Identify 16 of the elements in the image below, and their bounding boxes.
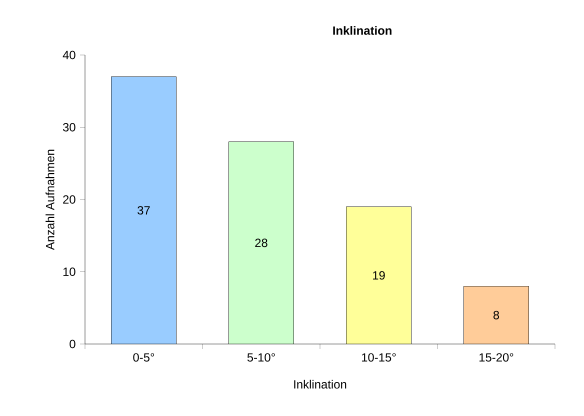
x-tick-label: 0-5°	[133, 353, 154, 362]
data-label: 28	[255, 238, 268, 248]
chart-title: Inklination	[333, 26, 392, 35]
y-tick-label: 0	[70, 340, 76, 348]
data-label: 19	[373, 271, 385, 280]
x-tick-label: 15-20°	[479, 353, 514, 362]
y-tick-label: 40	[62, 50, 76, 60]
y-tick-label: 10	[63, 268, 76, 276]
y-axis-title: Anzahl Aufnahmen	[46, 150, 54, 250]
y-tick-label: 30	[62, 123, 76, 132]
x-tick-label: 5-10°	[247, 353, 275, 362]
x-axis-title: Inklination	[294, 380, 346, 389]
data-label: 37	[138, 206, 150, 215]
data-label: 8	[493, 310, 500, 320]
y-tick-label: 20	[63, 195, 76, 204]
x-tick-label: 10-15°	[362, 353, 396, 362]
